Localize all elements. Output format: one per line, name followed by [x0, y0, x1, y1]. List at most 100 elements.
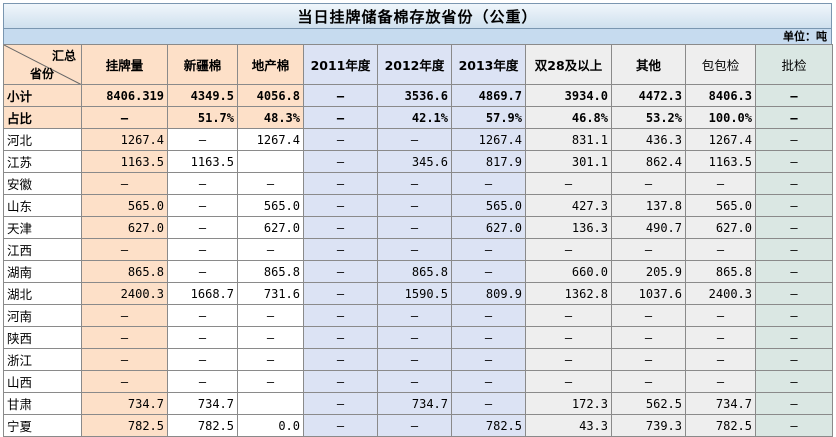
- value-cell: —: [755, 304, 833, 327]
- value-cell: 136.3: [525, 216, 612, 239]
- value-cell: 345.6: [377, 150, 452, 173]
- value-cell: —: [451, 304, 526, 327]
- value-cell: 4056.8: [237, 84, 304, 107]
- table-row: 安徽 — — — — — — — — — —: [3, 172, 833, 195]
- table-row: 湖北 2400.3 1668.7 731.6—1590.5 809.9 1362.8 103…: [3, 282, 833, 305]
- value-cell: 1267.4: [237, 128, 304, 151]
- header-row: 汇总 省份 挂牌量 新疆棉 地产棉 2011年度 2012年度 2013年度 双…: [3, 44, 833, 85]
- value-cell: 627.0: [685, 216, 756, 239]
- value-cell: —: [167, 172, 238, 195]
- value-cell: 734.7: [377, 392, 452, 415]
- value-cell: —: [451, 260, 526, 283]
- value-cell: —: [685, 326, 756, 349]
- value-cell: 57.9%: [451, 106, 526, 129]
- table-row: 小计 8406.319 4349.5 4056.8—3536.6 4869.7 3934.…: [3, 84, 833, 107]
- value-cell: —: [167, 370, 238, 393]
- value-cell: 1267.4: [81, 128, 168, 151]
- table-row: 山东 565.0—565.0— —565.0 427.3 137.8 565.0—: [3, 194, 833, 217]
- corner-top-label: 汇总: [51, 49, 76, 63]
- province-cell: 江苏: [3, 150, 82, 173]
- province-cell: 陕西: [3, 326, 82, 349]
- value-cell: 51.7%: [167, 106, 238, 129]
- province-cell: 占比: [3, 106, 82, 129]
- value-cell: 865.8: [81, 260, 168, 283]
- value-cell: 734.7: [685, 392, 756, 415]
- value-cell: 436.3: [611, 128, 686, 151]
- table-row: 陕西 — — — — — — — — — —: [3, 326, 833, 349]
- value-cell: —: [525, 348, 612, 371]
- province-cell: 小计: [3, 84, 82, 107]
- value-cell: 8406.319: [81, 84, 168, 107]
- value-cell: 731.6: [237, 282, 304, 305]
- value-cell: —: [237, 370, 304, 393]
- value-cell: 301.1: [525, 150, 612, 173]
- value-cell: —: [167, 238, 238, 261]
- value-cell: —: [167, 128, 238, 151]
- col-header: 新疆棉: [167, 44, 238, 85]
- value-cell: —: [81, 326, 168, 349]
- value-cell: —: [755, 172, 833, 195]
- value-cell: 1163.5: [81, 150, 168, 173]
- value-cell: 2400.3: [685, 282, 756, 305]
- storage-table-panel: 当日挂牌储备棉存放省份（公重） 单位：吨 汇总 省份 挂牌量 新疆棉 地产棉 2…: [3, 3, 833, 437]
- value-cell: —: [755, 238, 833, 261]
- value-cell: 627.0: [81, 216, 168, 239]
- value-cell: —: [525, 172, 612, 195]
- col-header: 其他: [611, 44, 686, 85]
- value-cell: —: [685, 370, 756, 393]
- value-cell: 4349.5: [167, 84, 238, 107]
- table-title: 当日挂牌储备棉存放省份（公重）: [3, 3, 832, 29]
- value-cell: —: [377, 348, 452, 371]
- value-cell: —: [525, 326, 612, 349]
- value-cell: —: [377, 216, 452, 239]
- unit-label: 单位：吨: [3, 29, 832, 44]
- value-cell: 1267.4: [451, 128, 526, 151]
- col-header: 2011年度: [303, 44, 378, 85]
- value-cell: —: [611, 326, 686, 349]
- table-row: 天津 627.0—627.0— —627.0 136.3 490.7 627.0—: [3, 216, 833, 239]
- value-cell: —: [755, 282, 833, 305]
- value-cell: [237, 392, 304, 415]
- value-cell: —: [611, 238, 686, 261]
- value-cell: —: [755, 392, 833, 415]
- province-cell: 甘肃: [3, 392, 82, 415]
- province-cell: 天津: [3, 216, 82, 239]
- value-cell: —: [81, 304, 168, 327]
- value-cell: —: [81, 106, 168, 129]
- value-cell: —: [755, 370, 833, 393]
- value-cell: 427.3: [525, 194, 612, 217]
- value-cell: 862.4: [611, 150, 686, 173]
- value-cell: —: [451, 172, 526, 195]
- value-cell: 1590.5: [377, 282, 452, 305]
- value-cell: 3536.6: [377, 84, 452, 107]
- value-cell: —: [303, 326, 378, 349]
- value-cell: —: [525, 238, 612, 261]
- value-cell: —: [755, 326, 833, 349]
- province-cell: 安徽: [3, 172, 82, 195]
- value-cell: —: [237, 238, 304, 261]
- col-header: 挂牌量: [81, 44, 168, 85]
- value-cell: —: [377, 238, 452, 261]
- value-cell: —: [303, 348, 378, 371]
- value-cell: 205.9: [611, 260, 686, 283]
- value-cell: 2400.3: [81, 282, 168, 305]
- value-cell: —: [167, 194, 238, 217]
- province-cell: 湖南: [3, 260, 82, 283]
- value-cell: 490.7: [611, 216, 686, 239]
- diagonal-line: [4, 45, 81, 84]
- value-cell: —: [167, 326, 238, 349]
- value-cell: —: [167, 348, 238, 371]
- value-cell: 42.1%: [377, 106, 452, 129]
- table-row: 甘肃 734.7 734.7—734.7—172.3 562.5 734.7—: [3, 392, 833, 415]
- value-cell: —: [525, 304, 612, 327]
- value-cell: —: [303, 216, 378, 239]
- value-cell: —: [755, 150, 833, 173]
- value-cell: —: [611, 370, 686, 393]
- value-cell: —: [237, 304, 304, 327]
- value-cell: —: [525, 370, 612, 393]
- province-cell: 湖北: [3, 282, 82, 305]
- value-cell: 627.0: [451, 216, 526, 239]
- value-cell: —: [303, 392, 378, 415]
- value-cell: —: [611, 348, 686, 371]
- value-cell: —: [755, 216, 833, 239]
